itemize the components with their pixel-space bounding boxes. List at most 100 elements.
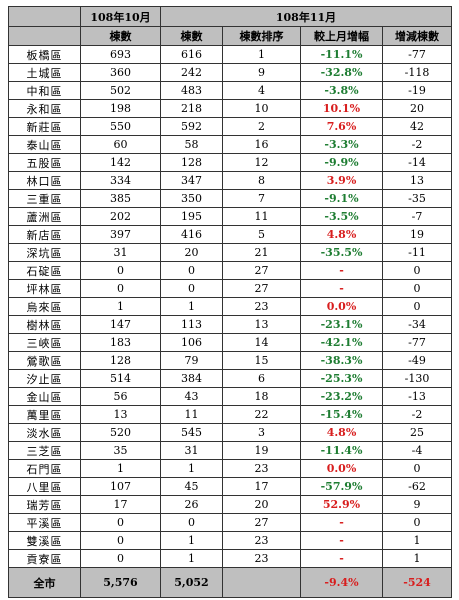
total-rank <box>222 567 301 598</box>
nov-count: 347 <box>160 171 223 190</box>
oct-count: 142 <box>80 153 161 172</box>
oct-count: 147 <box>80 315 161 334</box>
table-row: 坪林區 0 0 27-0 <box>8 279 453 298</box>
rank: 21 <box>222 243 301 262</box>
district-name: 三重區 <box>8 189 81 208</box>
oct-count: 107 <box>80 477 161 496</box>
nov-count: 43 <box>160 387 223 406</box>
rank: 8 <box>222 171 301 190</box>
oct-count: 502 <box>80 81 161 100</box>
nov-count: 79 <box>160 351 223 370</box>
district-name: 林口區 <box>8 171 81 190</box>
table-row: 瑞芳區 17 26 20 52.9% 9 <box>8 495 453 514</box>
rank: 14 <box>222 333 301 352</box>
mom-change: -42.1% <box>300 333 383 352</box>
district-name: 汐止區 <box>8 369 81 388</box>
table-row: 汐止區 514 384 6 -25.3% -130 <box>8 369 453 388</box>
nov-count: 106 <box>160 333 223 352</box>
nov-count: 616 <box>160 45 223 64</box>
nov-count: 242 <box>160 63 223 82</box>
rank: 23 <box>222 297 301 316</box>
oct-count: 35 <box>80 441 161 460</box>
district-name: 金山區 <box>8 387 81 406</box>
mom-change: -15.4% <box>300 405 383 424</box>
district-name: 永和區 <box>8 99 81 118</box>
nov-count: 113 <box>160 315 223 334</box>
mom-change: 7.6% <box>300 117 383 136</box>
nov-count: 545 <box>160 423 223 442</box>
diff-count: -4 <box>381 441 453 460</box>
oct-count-col-header: 棟數 <box>80 26 161 46</box>
rank-col-header: 棟數排序 <box>222 26 301 46</box>
rank: 22 <box>222 405 301 424</box>
mom-change: -9.1% <box>300 189 383 208</box>
rank: 15 <box>222 351 301 370</box>
district-name: 淡水區 <box>8 423 81 442</box>
total-row: 全市 5,576 5,052 -9.4% -524 <box>8 567 453 598</box>
diff-count: 25 <box>381 423 453 442</box>
mom-change: -3.8% <box>300 81 383 100</box>
rank: 20 <box>222 495 301 514</box>
district-name: 烏來區 <box>8 297 81 316</box>
rank: 16 <box>222 135 301 154</box>
mom-change: 0.0% <box>300 297 383 316</box>
rank: 17 <box>222 477 301 496</box>
total-oct: 5,576 <box>80 567 161 598</box>
oct-count: 13 <box>80 405 161 424</box>
diff-count: 0 <box>381 297 453 316</box>
total-nov: 5,052 <box>160 567 223 598</box>
rank: 3 <box>222 423 301 442</box>
total-pct: -9.4% <box>300 567 383 598</box>
rank: 12 <box>222 153 301 172</box>
nov-count: 11 <box>160 405 223 424</box>
district-name: 八里區 <box>8 477 81 496</box>
rank: 10 <box>222 99 301 118</box>
oct-count: 360 <box>80 63 161 82</box>
rank: 6 <box>222 369 301 388</box>
diff-count: -13 <box>381 387 453 406</box>
diff-count: 19 <box>381 225 453 244</box>
district-name: 石碇區 <box>8 261 81 280</box>
district-name: 貢寮區 <box>8 549 81 568</box>
district-name: 樹林區 <box>8 315 81 334</box>
rank: 4 <box>222 81 301 100</box>
oct-count: 334 <box>80 171 161 190</box>
district-name: 鶯歌區 <box>8 351 81 370</box>
rank: 11 <box>222 207 301 226</box>
table-row: 樹林區 147 113 13 -23.1% -34 <box>8 315 453 334</box>
mom-change: - <box>300 513 383 532</box>
oct-count: 31 <box>80 243 161 262</box>
mom-change: 4.8% <box>300 423 383 442</box>
rank: 23 <box>222 459 301 478</box>
oct-count: 183 <box>80 333 161 352</box>
district-name: 五股區 <box>8 153 81 172</box>
table-row: 石門區 1 1 23 0.0% 0 <box>8 459 453 478</box>
nov-count: 1 <box>160 549 223 568</box>
district-name: 新莊區 <box>8 117 81 136</box>
district-name: 新店區 <box>8 225 81 244</box>
nov-count: 20 <box>160 243 223 262</box>
diff-count: 0 <box>381 261 453 280</box>
table-row: 淡水區 520 545 3 4.8% 25 <box>8 423 453 442</box>
nov-count: 58 <box>160 135 223 154</box>
diff-count: 20 <box>381 99 453 118</box>
oct-count: 514 <box>80 369 161 388</box>
table-body: 板橋區 693 616 1 -11.1% -77 土城區 360 242 9 -32.8% -118 中… <box>8 45 453 568</box>
table-row: 三重區 385 350 7 -9.1% -35 <box>8 189 453 208</box>
rank: 27 <box>222 513 301 532</box>
oct-count: 693 <box>80 45 161 64</box>
nov-count: 1 <box>160 531 223 550</box>
diff-count: 0 <box>381 459 453 478</box>
district-name: 三峽區 <box>8 333 81 352</box>
table-row: 鶯歌區 128 79 15 -38.3% -49 <box>8 351 453 370</box>
district-name: 雙溪區 <box>8 531 81 550</box>
table-row: 新店區 397 416 5 4.8% 19 <box>8 225 453 244</box>
diff-count: 42 <box>381 117 453 136</box>
mom-change: 0.0% <box>300 459 383 478</box>
table-row: 土城區 360 242 9 -32.8% -118 <box>8 63 453 82</box>
oct-period-header: 108年10月 <box>80 6 161 27</box>
mom-change: -57.9% <box>300 477 383 496</box>
district-name: 泰山區 <box>8 135 81 154</box>
table-row: 平溪區 0 0 27-0 <box>8 513 453 532</box>
nov-count: 45 <box>160 477 223 496</box>
